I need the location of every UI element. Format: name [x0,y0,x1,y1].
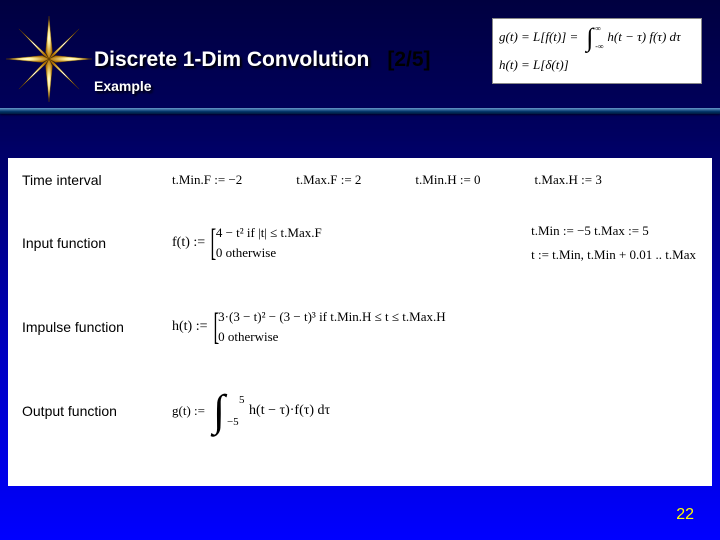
eq-row-2: h(t) = L[δ(t)] [499,51,695,79]
f-case1: 4 − t² if |t| ≤ t.Max.F [216,225,322,241]
eq1-integral: ∞ ∫ -∞ [578,27,593,48]
label-output: Output function [22,403,172,419]
eq2: h(t) = L[δ(t)] [499,57,569,73]
int-lower: −5 [227,416,239,428]
tminh: t.Min.H := 0 [415,172,480,188]
f-case2: 0 otherwise [216,245,322,261]
integral-icon: ∫ [586,23,593,52]
divider [0,108,720,114]
f-lhs: f(t) := [172,235,205,251]
page-counter: [2/5] [387,48,430,72]
bracket-icon: [ [213,314,219,341]
g-lhs: g(t) := [172,403,205,419]
starburst-icon [6,16,92,102]
t-step-def: t := t.Min, t.Min + 0.01 .. t.Max [531,247,696,263]
h-case1: 3·(3 − t)² − (3 − t)³ if t.Min.H ≤ t ≤ t… [218,309,445,325]
bracket-icon: [ [211,230,217,257]
label-time: Time interval [22,172,172,188]
page-number: 22 [676,506,694,524]
page-title: Discrete 1-Dim Convolution [94,48,369,72]
h-lhs: h(t) := [172,319,208,335]
eq1-lhs: g(t) = L[f(t)] = [499,29,578,45]
eq1-body: h(t − τ) f(τ) dτ [607,29,680,45]
t-range-def: t.Min := −5 t.Max := 5 [531,223,696,239]
row-time-interval: Time interval t.Min.F := −2 t.Max.F := 2… [22,172,700,188]
tmaxh: t.Max.H := 3 [535,172,602,188]
h-case2: 0 otherwise [218,329,445,345]
row-input-function: Input function f(t) := [ 4 − t² if |t| ≤… [22,216,700,270]
g-body: h(t − τ)·f(τ) dτ [249,403,330,419]
eq-row-1: g(t) = L[f(t)] = ∞ ∫ -∞ h(t − τ) f(τ) dτ [499,23,695,51]
row-output-function: Output function g(t) := 5 ∫ −5 h(t − τ)·… [22,384,700,438]
label-impulse: Impulse function [22,319,172,335]
row-impulse-function: Impulse function h(t) := [ 3·(3 − t)² − … [22,300,700,354]
integral-icon: ∫ [213,398,225,424]
equation-box: g(t) = L[f(t)] = ∞ ∫ -∞ h(t − τ) f(τ) dτ… [492,18,702,84]
int-upper: 5 [239,394,245,406]
tminf: t.Min.F := −2 [172,172,242,188]
subtitle: Example [94,78,152,94]
tmaxf: t.Max.F := 2 [296,172,361,188]
content-panel: Time interval t.Min.F := −2 t.Max.F := 2… [8,158,712,486]
title-row: Discrete 1-Dim Convolution [2/5] [94,48,431,72]
label-input: Input function [22,235,172,251]
